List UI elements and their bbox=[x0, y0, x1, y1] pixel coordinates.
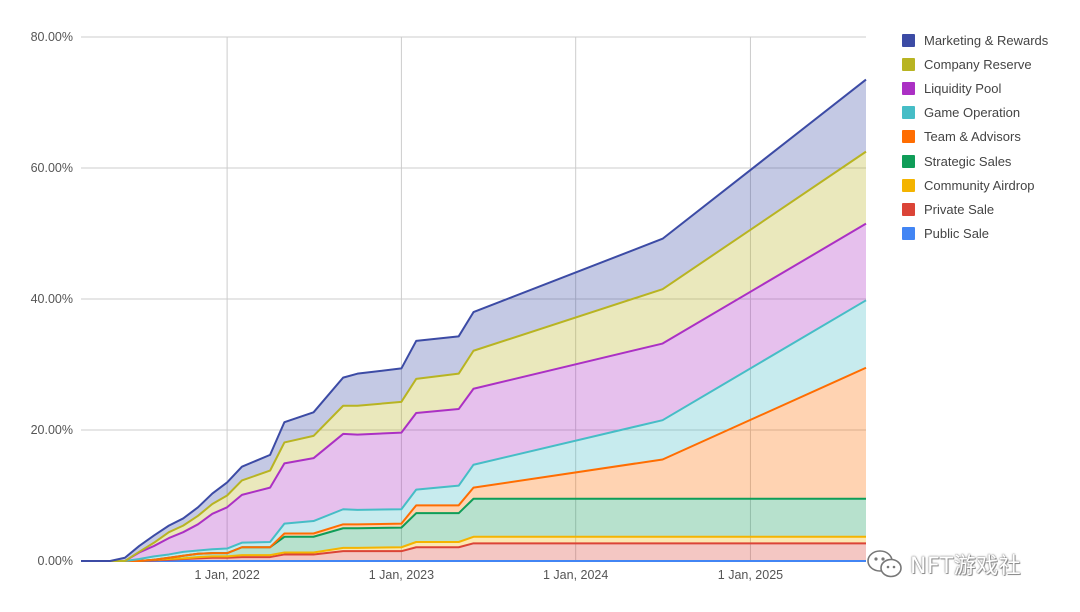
legend-label: Marketing & Rewards bbox=[924, 32, 1049, 48]
legend-label: Liquidity Pool bbox=[924, 80, 1002, 96]
line-series-layer bbox=[81, 78, 867, 562]
legend-swatch bbox=[902, 81, 915, 95]
legend-label: Team & Advisors bbox=[924, 129, 1021, 145]
legend-item-marketing-rewards: Marketing & Rewards bbox=[902, 28, 1048, 52]
legend-item-strategic-sales: Strategic Sales bbox=[902, 149, 1048, 173]
line-game-operation bbox=[81, 299, 867, 562]
watermark-text: NFT游戏社 bbox=[910, 554, 1022, 579]
legend-item-team-advisors: Team & Advisors bbox=[902, 125, 1048, 149]
legend-label: Community Airdrop bbox=[924, 177, 1035, 193]
legend-swatch bbox=[902, 154, 915, 168]
area-strategic-sales bbox=[81, 498, 866, 561]
x-tick-label: 1 Jan, 2025 bbox=[718, 568, 783, 582]
legend-swatch bbox=[902, 227, 915, 241]
legend-label: Game Operation bbox=[924, 105, 1021, 121]
chart-legend: Marketing & Rewards Company Reserve Liquid… bbox=[902, 28, 1048, 246]
line-liquidity-pool bbox=[81, 222, 867, 562]
grid-lines bbox=[81, 36, 866, 562]
y-tick-label: 60.00% bbox=[31, 161, 73, 175]
legend-item-liquidity-pool: Liquidity Pool bbox=[902, 76, 1048, 100]
x-tick-label: 1 Jan, 2023 bbox=[369, 568, 434, 582]
wechat-icon bbox=[867, 550, 902, 578]
watermark: NFT游戏社 bbox=[866, 548, 1021, 580]
legend-label: Company Reserve bbox=[924, 56, 1032, 72]
y-tick-label: 20.00% bbox=[31, 423, 73, 437]
x-tick-label: 1 Jan, 2024 bbox=[543, 568, 608, 582]
legend-swatch bbox=[902, 106, 915, 120]
area-team-advisors bbox=[81, 367, 866, 561]
legend-label: Private Sale bbox=[924, 201, 995, 217]
x-tick-label: 1 Jan, 2022 bbox=[194, 568, 259, 582]
legend-item-game-operation: Game Operation bbox=[902, 101, 1048, 125]
legend-swatch bbox=[902, 57, 915, 71]
y-tick-label: 40.00% bbox=[31, 292, 73, 306]
y-tick-label: 80.00% bbox=[31, 30, 73, 44]
legend-swatch bbox=[902, 202, 915, 216]
area-game-operation bbox=[81, 300, 866, 561]
line-company-reserve bbox=[81, 150, 867, 562]
line-team-advisors bbox=[81, 366, 867, 562]
legend-item-private-sale: Private Sale bbox=[902, 197, 1048, 221]
legend-swatch bbox=[902, 130, 915, 144]
y-tick-label: 0.00% bbox=[38, 554, 73, 568]
legend-label: Strategic Sales bbox=[924, 153, 1012, 169]
legend-item-company-reserve: Company Reserve bbox=[902, 52, 1048, 76]
legend-item-community-airdrop: Community Airdrop bbox=[902, 173, 1048, 197]
legend-item-public-sale: Public Sale bbox=[902, 222, 1048, 246]
legend-swatch bbox=[902, 178, 915, 192]
axis-labels: 0.00% 20.00% 40.00% 60.00% 80.00% 1 Jan, 2022… bbox=[31, 30, 784, 582]
legend-swatch bbox=[902, 33, 915, 47]
legend-label: Public Sale bbox=[924, 226, 990, 242]
line-marketing-rewards bbox=[81, 78, 867, 562]
